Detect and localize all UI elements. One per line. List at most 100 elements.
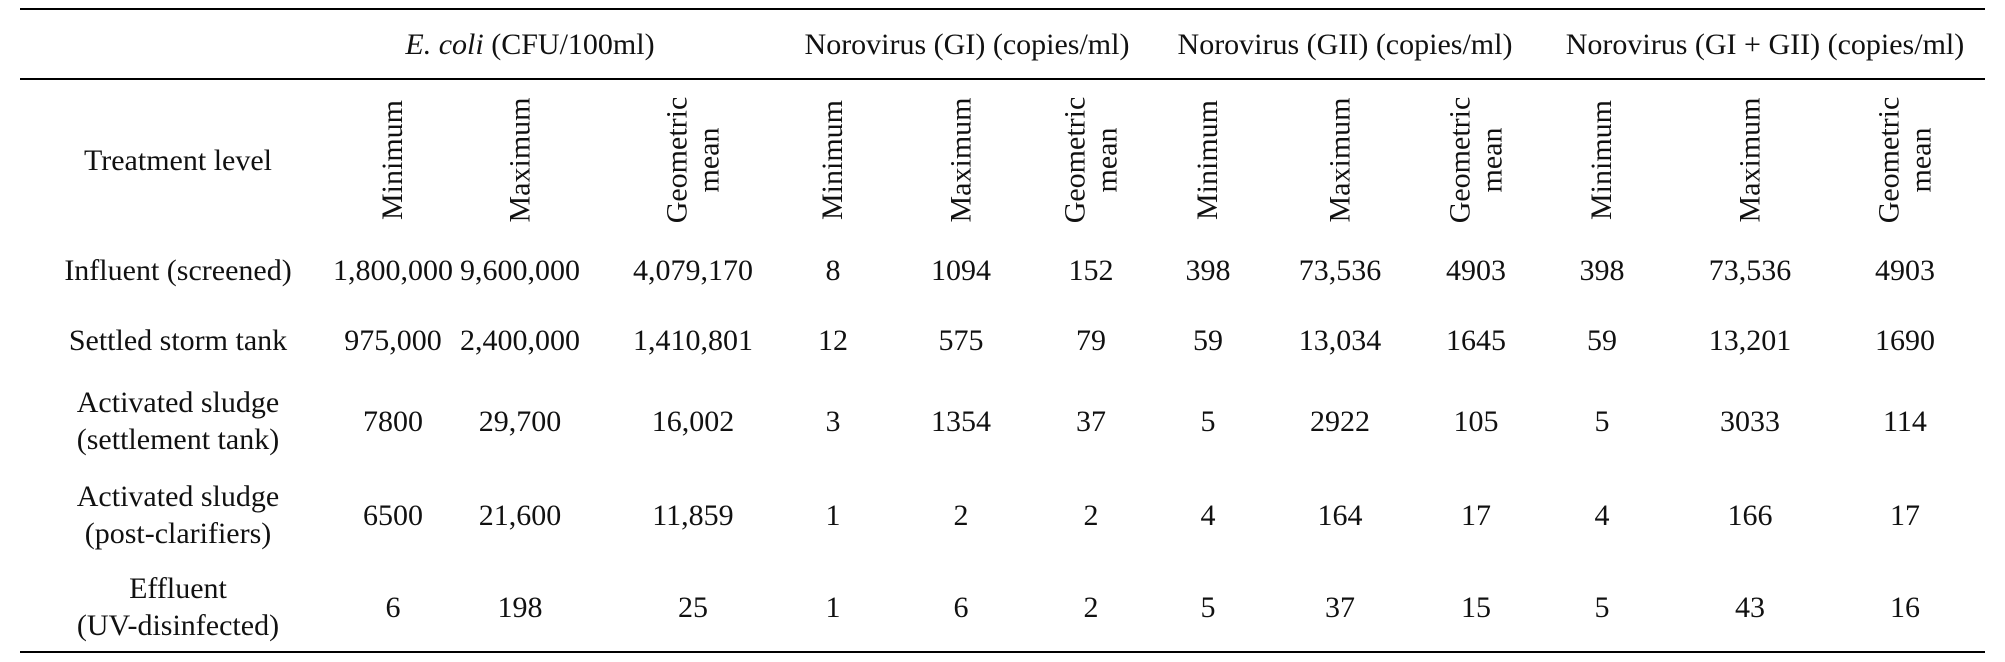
table-cell: 73,536 — [1708, 253, 1792, 287]
bottom-rule — [20, 651, 1985, 653]
table-cell: 37 — [1076, 404, 1106, 438]
subheader-geometric-mean: Geometric mean — [648, 80, 738, 240]
subheader-maximum: Maximum — [1705, 80, 1795, 240]
treatment-level-cell: Activated sludge (settlement tank) — [28, 383, 328, 459]
subheader-geometric-mean: Geometric mean — [1046, 80, 1136, 240]
table-cell: 16,002 — [651, 404, 735, 438]
table-cell: 12 — [818, 323, 848, 357]
table-cell: 59 — [1193, 323, 1223, 357]
table-cell: 7800 — [363, 404, 423, 438]
group-header-norovirus-gi-gii: Norovirus (GI + GII) (copies/ml) — [1530, 10, 2000, 78]
treatment-level-text: Effluent (UV-disinfected) — [77, 570, 279, 644]
table-cell: 2 — [1083, 590, 1099, 624]
table-cell: 3033 — [1720, 404, 1780, 438]
subheader-minimum-text: Minimum — [816, 99, 850, 221]
subheader-mean-line: mean — [1090, 127, 1124, 193]
table-cell: 5 — [1594, 404, 1610, 438]
treatment-level-header-text: Treatment level — [83, 143, 272, 177]
treatment-level-cell: Effluent (UV-disinfected) — [28, 569, 328, 645]
table-cell: 105 — [1453, 404, 1499, 438]
table-cell: 9,600,000 — [460, 253, 580, 287]
table-cell: 6500 — [363, 498, 423, 532]
table-cell: 1645 — [1446, 323, 1506, 357]
table-cell: 43 — [1735, 590, 1765, 624]
group-header-norovirus-gi-gii-text: Norovirus (GI + GII) (copies/ml) — [1565, 27, 1965, 61]
table-cell: 1,410,801 — [633, 323, 753, 357]
table-cell: 13,034 — [1298, 323, 1382, 357]
table-cell: 16 — [1890, 590, 1920, 624]
table-cell: 6 — [953, 590, 969, 624]
subheader-minimum: Minimum — [788, 80, 878, 240]
table-cell: 2 — [953, 498, 969, 532]
table-cell: 25 — [678, 590, 708, 624]
top-rule — [20, 8, 1985, 10]
subheader-geometric-mean-text: Geometric mean — [1058, 96, 1124, 224]
table-cell: 1690 — [1875, 323, 1935, 357]
ecoli-unit: (CFU/100ml) — [483, 27, 655, 61]
table-cell: 6 — [385, 590, 401, 624]
subheader-geometric-line: Geometric — [1872, 96, 1906, 224]
table-cell: 4 — [1594, 498, 1610, 532]
treatment-level-text: Activated sludge (settlement tank) — [77, 384, 279, 458]
subheader-maximum-text: Maximum — [944, 97, 977, 223]
table-cell: 1354 — [931, 404, 991, 438]
table-cell: 114 — [1883, 404, 1927, 438]
table-cell: 4 — [1200, 498, 1216, 532]
treatment-level-line-1: Effluent — [129, 572, 227, 605]
table-cell: 5 — [1200, 404, 1216, 438]
table-cell: 152 — [1068, 253, 1114, 287]
table-cell: 398 — [1579, 253, 1625, 287]
table-cell: 198 — [497, 590, 543, 624]
group-header-norovirus-gi-text: Norovirus (GI) (copies/ml) — [804, 27, 1130, 61]
table-cell: 13,201 — [1708, 323, 1792, 357]
treatment-level-cell: Settled storm tank — [28, 318, 328, 362]
treatment-level-text: Activated sludge (post-clarifiers) — [77, 478, 279, 552]
subheader-minimum: Minimum — [1557, 80, 1647, 240]
subheader-minimum-text: Minimum — [376, 99, 410, 221]
subheader-maximum-text: Maximum — [503, 97, 536, 223]
subheader-maximum: Maximum — [1295, 80, 1385, 240]
ecoli-organism: E. coli — [405, 27, 484, 61]
table-cell: 79 — [1076, 323, 1106, 357]
subheader-minimum-text: Minimum — [1191, 99, 1225, 221]
table-cell: 975,000 — [344, 323, 442, 357]
treatment-level-cell: Influent (screened) — [28, 248, 328, 292]
subheader-maximum: Maximum — [475, 80, 565, 240]
subheader-geometric-mean-text: Geometric mean — [660, 96, 726, 224]
table-cell: 3 — [825, 404, 841, 438]
table-cell: 17 — [1461, 498, 1491, 532]
treatment-level-text: Settled storm tank — [69, 322, 287, 359]
subheader-geometric-line: Geometric — [660, 96, 694, 224]
table-cell: 1094 — [931, 253, 991, 287]
table-cell: 15 — [1461, 590, 1491, 624]
subheader-mean-line: mean — [1904, 127, 1938, 193]
subheader-geometric-line: Geometric — [1058, 96, 1092, 224]
table-cell: 8 — [825, 253, 841, 287]
treatment-level-line-2: (UV-disinfected) — [76, 609, 280, 642]
table-cell: 166 — [1727, 498, 1773, 532]
table-cell: 29,700 — [478, 404, 562, 438]
table-cell: 2922 — [1310, 404, 1370, 438]
group-header-norovirus-gi: Norovirus (GI) (copies/ml) — [767, 10, 1167, 78]
table-cell: 4903 — [1875, 253, 1935, 287]
table-cell: 2 — [1083, 498, 1099, 532]
table-cell: 73,536 — [1298, 253, 1382, 287]
treatment-level-line-1: Settled storm tank — [68, 323, 288, 357]
subheader-minimum-text: Minimum — [1585, 99, 1619, 221]
header-rule — [20, 78, 1985, 80]
table-cell: 2,400,000 — [460, 323, 580, 357]
table-cell: 37 — [1325, 590, 1355, 624]
treatment-level-cell: Activated sludge (post-clarifiers) — [28, 477, 328, 553]
group-header-ecoli: E. coli (CFU/100ml) — [330, 10, 730, 78]
subheader-mean-line: mean — [692, 127, 726, 193]
treatment-level-line-2: (settlement tank) — [76, 423, 280, 456]
table-cell: 5 — [1594, 590, 1610, 624]
treatment-level-line-1: Activated sludge — [76, 386, 280, 419]
table-cell: 1,800,000 — [333, 253, 453, 287]
table-cell: 11,859 — [652, 498, 734, 532]
group-header-norovirus-gii-text: Norovirus (GII) (copies/ml) — [1177, 27, 1513, 61]
subheader-geometric-mean-text: Geometric mean — [1872, 96, 1938, 224]
table-cell: 17 — [1890, 498, 1920, 532]
subheader-minimum: Minimum — [1163, 80, 1253, 240]
table-cell: 575 — [938, 323, 984, 357]
